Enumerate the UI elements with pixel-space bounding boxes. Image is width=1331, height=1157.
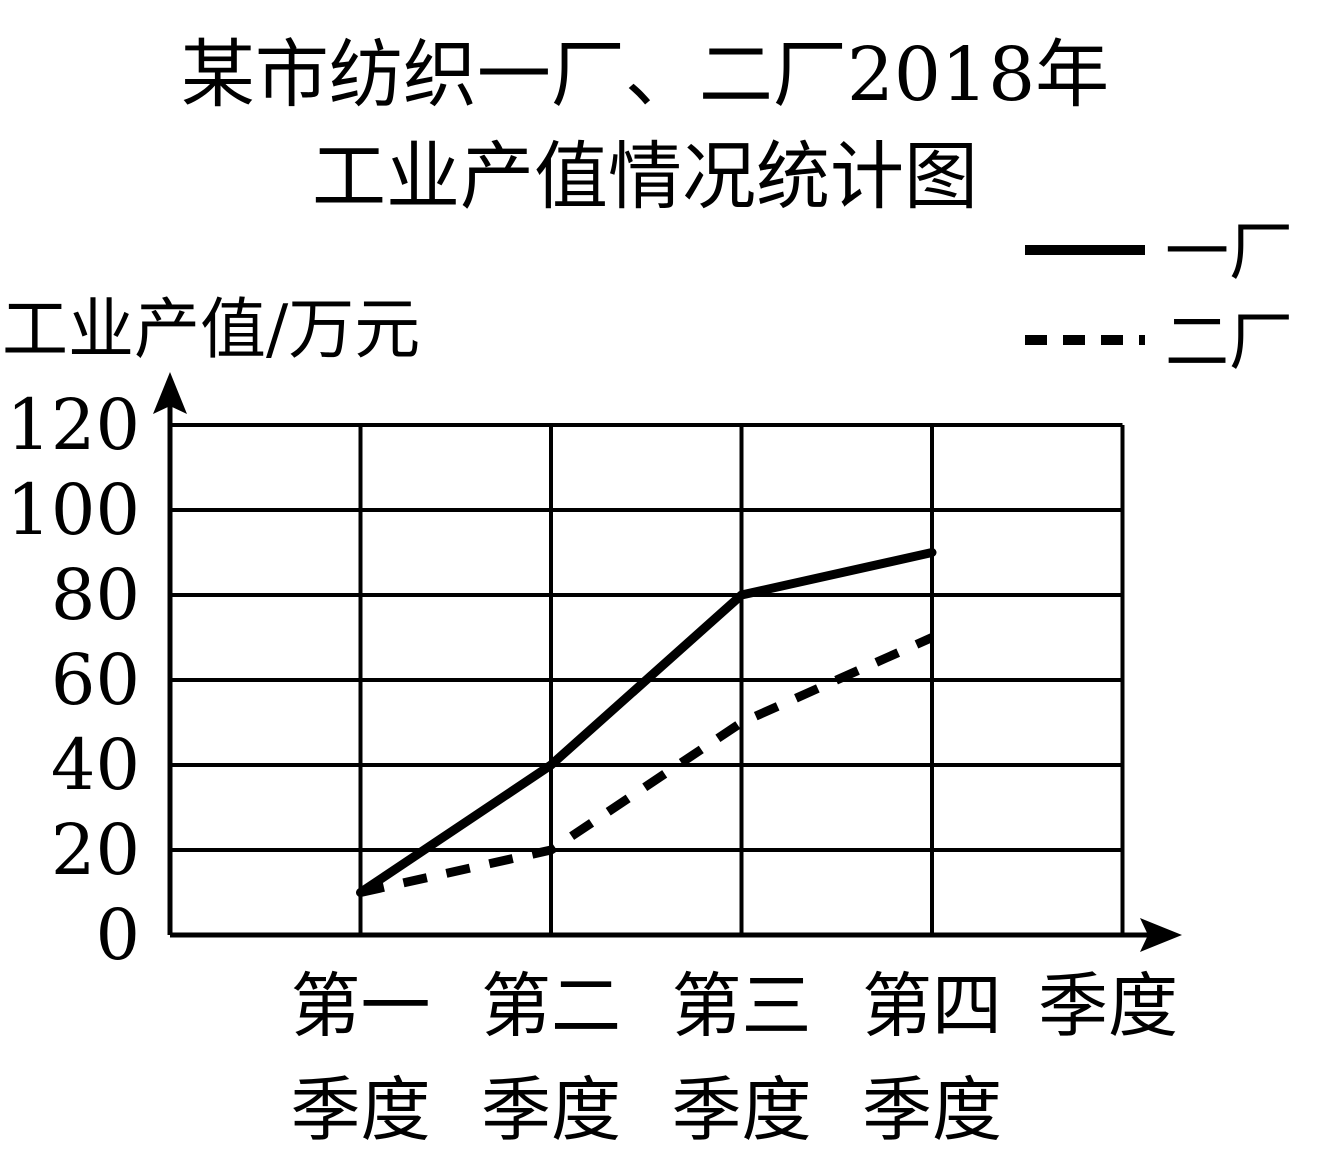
y-tick-label: 60: [51, 639, 140, 721]
chart-title-line-2: 工业产值情况统计图: [312, 134, 978, 220]
x-tick-label-line-2: 季度: [672, 1069, 812, 1151]
x-tick-label-line-2: 季度: [862, 1069, 1002, 1151]
x-tick-label-line-1: 第一: [291, 965, 431, 1047]
y-tick-label: 100: [6, 469, 140, 551]
x-tick-label-line-1: 第四: [862, 965, 1002, 1047]
y-axis-label: 工业产值/万元: [2, 291, 420, 368]
y-tick-label: 80: [51, 554, 140, 636]
y-tick-label: 20: [51, 809, 140, 891]
y-tick-label: 120: [6, 384, 140, 466]
x-axis-arrow: [1140, 918, 1182, 952]
y-tick-label: 0: [95, 894, 140, 976]
x-tick-label-line-1: 第二: [481, 965, 621, 1047]
series-line-2: [359, 633, 934, 897]
x-axis-label: 季度: [1038, 965, 1178, 1047]
chart-title-line-1: 某市纺织一厂、二厂2018年: [180, 32, 1110, 118]
x-tick-label-line-2: 季度: [291, 1069, 431, 1151]
legend-label-2: 二厂: [1165, 306, 1293, 380]
y-axis-arrow: [153, 372, 187, 414]
y-tick-label: 40: [51, 724, 140, 806]
x-tick-label-line-2: 季度: [481, 1069, 621, 1151]
legend-label-1: 一厂: [1165, 216, 1293, 290]
x-tick-label-line-1: 第三: [672, 965, 812, 1047]
series-line-1: [356, 548, 937, 897]
